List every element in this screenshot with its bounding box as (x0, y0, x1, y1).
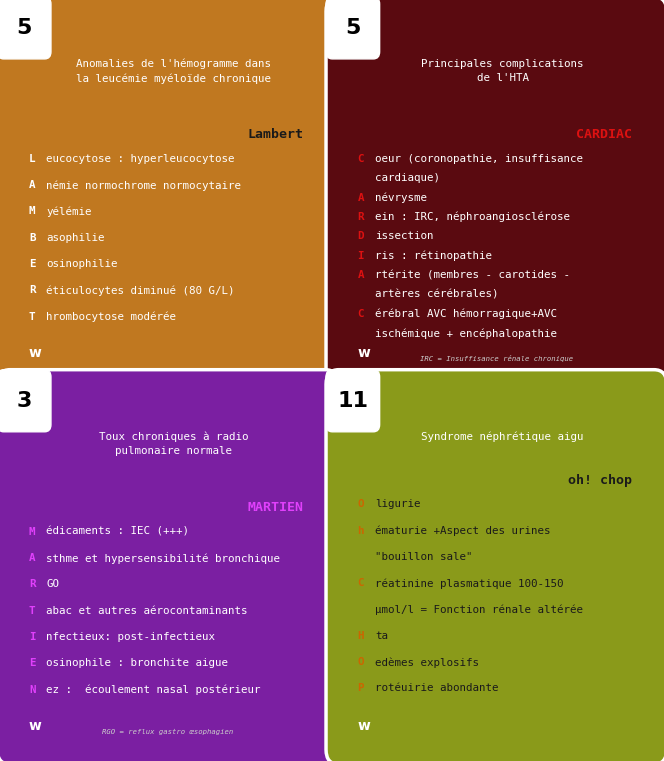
Text: yélémie: yélémie (46, 206, 92, 217)
Text: sthme et hypersensibilité bronchique: sthme et hypersensibilité bronchique (46, 553, 280, 564)
Text: IRC = Insuffisance rénale chronique: IRC = Insuffisance rénale chronique (420, 355, 573, 362)
Text: µmol/l = Fonction rénale altérée: µmol/l = Fonction rénale altérée (375, 604, 583, 615)
Text: I: I (357, 250, 364, 261)
Text: ischémique + encéphalopathie: ischémique + encéphalopathie (375, 328, 557, 339)
Text: O: O (357, 658, 364, 667)
Text: issection: issection (375, 231, 434, 241)
Text: asophilie: asophilie (46, 233, 105, 243)
Text: O: O (357, 499, 364, 509)
Text: B: B (29, 233, 35, 243)
Text: C: C (357, 578, 364, 588)
Text: C: C (357, 154, 364, 164)
Text: M: M (29, 206, 35, 216)
Text: eucocytose : hyperleucocytose: eucocytose : hyperleucocytose (46, 154, 235, 164)
FancyBboxPatch shape (326, 370, 380, 431)
Text: RGO = reflux gastro œsophagien: RGO = reflux gastro œsophagien (102, 729, 233, 735)
Text: "bouillon sale": "bouillon sale" (375, 552, 472, 562)
Text: osinophile : bronchite aigue: osinophile : bronchite aigue (46, 658, 228, 668)
Text: rotéuirie abondante: rotéuirie abondante (375, 683, 499, 693)
FancyBboxPatch shape (326, 0, 380, 59)
Text: M: M (29, 527, 35, 537)
Text: w: w (29, 346, 42, 360)
Text: Toux chroniques à radio
pulmonaire normale: Toux chroniques à radio pulmonaire norma… (99, 431, 249, 457)
Text: artères cérébrales): artères cérébrales) (375, 289, 499, 299)
Text: R: R (357, 212, 364, 222)
Text: w: w (357, 346, 371, 360)
Text: Principales complications
de l'HTA: Principales complications de l'HTA (422, 59, 584, 83)
Text: A: A (29, 180, 35, 190)
Text: I: I (29, 632, 35, 642)
Text: réatinine plasmatique 100-150: réatinine plasmatique 100-150 (375, 578, 564, 589)
Text: édicaments : IEC (+++): édicaments : IEC (+++) (46, 527, 189, 537)
Text: E: E (29, 658, 35, 668)
Text: nfectieux: post-infectieux: nfectieux: post-infectieux (46, 632, 215, 642)
Text: H: H (357, 631, 364, 641)
Text: 3: 3 (17, 390, 32, 411)
Text: E: E (29, 259, 35, 269)
Text: cardiaque): cardiaque) (375, 174, 440, 183)
Text: hrombocytose modérée: hrombocytose modérée (46, 312, 176, 322)
Text: 5: 5 (17, 18, 32, 38)
Text: C: C (357, 309, 364, 319)
Text: névrysme: névrysme (375, 193, 427, 203)
Text: P: P (357, 683, 364, 693)
Text: Anomalies de l'hémogramme dans
la leucémie myéloïde chronique: Anomalies de l'hémogramme dans la leucém… (76, 59, 272, 84)
FancyBboxPatch shape (326, 370, 664, 761)
FancyBboxPatch shape (0, 370, 51, 431)
Text: rtérite (membres - carotides -: rtérite (membres - carotides - (375, 270, 570, 280)
Text: w: w (357, 719, 371, 733)
Text: w: w (29, 719, 42, 733)
Text: némie normochrome normocytaire: némie normochrome normocytaire (46, 180, 241, 191)
Text: MARTIEN: MARTIEN (247, 501, 303, 514)
FancyBboxPatch shape (0, 0, 51, 59)
Text: éticulocytes diminué (80 G/L): éticulocytes diminué (80 G/L) (46, 285, 235, 296)
Text: ein : IRC, néphroangiosclérose: ein : IRC, néphroangiosclérose (375, 212, 570, 222)
Text: GO: GO (46, 579, 59, 589)
Text: CARDIAC: CARDIAC (576, 129, 632, 142)
Text: 11: 11 (337, 390, 369, 411)
Text: abac et autres aérocontaminants: abac et autres aérocontaminants (46, 606, 248, 616)
Text: R: R (29, 285, 35, 295)
Text: L: L (29, 154, 35, 164)
Text: ligurie: ligurie (375, 499, 420, 509)
Text: T: T (29, 312, 35, 322)
Text: A: A (29, 553, 35, 563)
Text: R: R (29, 579, 35, 589)
Text: oeur (coronopathie, insuffisance: oeur (coronopathie, insuffisance (375, 154, 583, 164)
Text: ématurie +Aspect des urines: ématurie +Aspect des urines (375, 526, 550, 537)
Text: ris : rétinopathie: ris : rétinopathie (375, 250, 492, 261)
Text: h: h (357, 526, 364, 536)
FancyBboxPatch shape (0, 370, 338, 761)
Text: ta: ta (375, 631, 388, 641)
Text: ez :  écoulement nasal postérieur: ez : écoulement nasal postérieur (46, 685, 261, 695)
Text: A: A (357, 193, 364, 202)
Text: 5: 5 (345, 18, 361, 38)
Text: T: T (29, 606, 35, 616)
Text: Lambert: Lambert (247, 129, 303, 142)
Text: A: A (357, 270, 364, 280)
FancyBboxPatch shape (0, 0, 338, 391)
Text: Syndrome néphrétique aigu: Syndrome néphrétique aigu (422, 431, 584, 442)
FancyBboxPatch shape (326, 0, 664, 391)
Text: edèmes explosifs: edèmes explosifs (375, 658, 479, 667)
Text: érébral AVC hémorragique+AVC: érébral AVC hémorragique+AVC (375, 309, 557, 320)
Text: N: N (29, 685, 35, 695)
Text: D: D (357, 231, 364, 241)
Text: osinophilie: osinophilie (46, 259, 118, 269)
Text: oh! chop: oh! chop (568, 474, 632, 487)
